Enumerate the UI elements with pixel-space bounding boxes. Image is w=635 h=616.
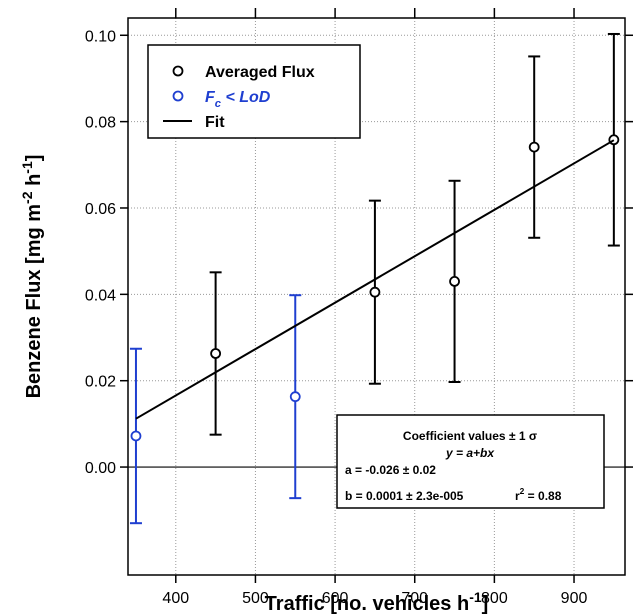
data-point bbox=[449, 275, 460, 287]
x-tick-label: 600 bbox=[322, 590, 349, 607]
y-tick-label: 0.08 bbox=[85, 115, 116, 132]
legend-label-part: < LoD bbox=[221, 89, 271, 106]
x-axis-label-part: ] bbox=[482, 593, 489, 615]
annotation: a = -0.026 ± 0.02 bbox=[345, 463, 436, 477]
legend-label-part: F bbox=[205, 89, 216, 106]
annotation: Coefficient values ± 1 σ bbox=[403, 429, 537, 443]
data-point bbox=[369, 286, 381, 298]
y-tick-label: 0.00 bbox=[85, 460, 116, 477]
x-axis-label-part: -1 bbox=[469, 589, 482, 605]
legend-marker bbox=[172, 65, 184, 77]
x-axis-label-part: Traffic [no. vehicles h bbox=[265, 593, 470, 615]
y-axis-label-part: Benzene Flux [mg m bbox=[23, 204, 45, 398]
y-axis-label-part: h bbox=[23, 174, 45, 192]
legend-label: Averaged Flux bbox=[205, 64, 315, 81]
data-point bbox=[130, 430, 142, 442]
y-tick-label: 0.06 bbox=[85, 201, 116, 218]
legend-label-part: Averaged Flux bbox=[205, 64, 315, 81]
data-point bbox=[289, 391, 301, 403]
legend-label: Fit bbox=[205, 114, 225, 131]
y-axis-label: Benzene Flux [mg m-2 h-1] bbox=[19, 155, 45, 399]
legend-marker bbox=[172, 90, 184, 102]
annotation-part: a = -0.026 ± 0.02 bbox=[345, 463, 436, 477]
x-tick-label: 800 bbox=[481, 590, 508, 607]
annotation-part: = 0.88 bbox=[524, 489, 561, 503]
plot-frame bbox=[127, 17, 626, 576]
x-tick-label: 400 bbox=[162, 590, 189, 607]
y-tick-label: 0.02 bbox=[85, 374, 116, 391]
annotation: r2 = 0.88 bbox=[515, 486, 562, 503]
x-axis-label: Traffic [no. vehicles h-1] bbox=[265, 589, 489, 615]
y-tick-label: 0.04 bbox=[85, 287, 116, 304]
annotation-part: 2 bbox=[520, 486, 525, 496]
annotation-box bbox=[336, 414, 605, 509]
annotation-part: Coefficient values ± 1 σ bbox=[403, 429, 537, 443]
data-point bbox=[210, 348, 222, 359]
annotation-part: y = a+bx bbox=[445, 446, 495, 460]
annotation-part: r bbox=[515, 489, 520, 503]
x-tick-label: 700 bbox=[401, 590, 428, 607]
x-tick-label: 900 bbox=[561, 590, 588, 607]
annotation-part: b = 0.0001 ± 2.3e-005 bbox=[345, 489, 464, 503]
y-axis-label-part: ] bbox=[23, 155, 45, 162]
data-point bbox=[528, 141, 540, 153]
y-axis-label-part: -1 bbox=[19, 161, 35, 174]
legend-label-part: c bbox=[215, 98, 222, 110]
y-tick-label: 0.10 bbox=[85, 28, 116, 45]
legend-box bbox=[147, 44, 361, 139]
annotation: b = 0.0001 ± 2.3e-005 bbox=[345, 489, 464, 503]
x-tick-label: 500 bbox=[242, 590, 269, 607]
annotation: y = a+bx bbox=[445, 446, 495, 460]
fit-line bbox=[135, 139, 615, 420]
legend-label: Fc < LoD bbox=[205, 89, 271, 110]
y-axis-label-part: -2 bbox=[19, 191, 35, 204]
legend-label-part: Fit bbox=[205, 114, 225, 131]
